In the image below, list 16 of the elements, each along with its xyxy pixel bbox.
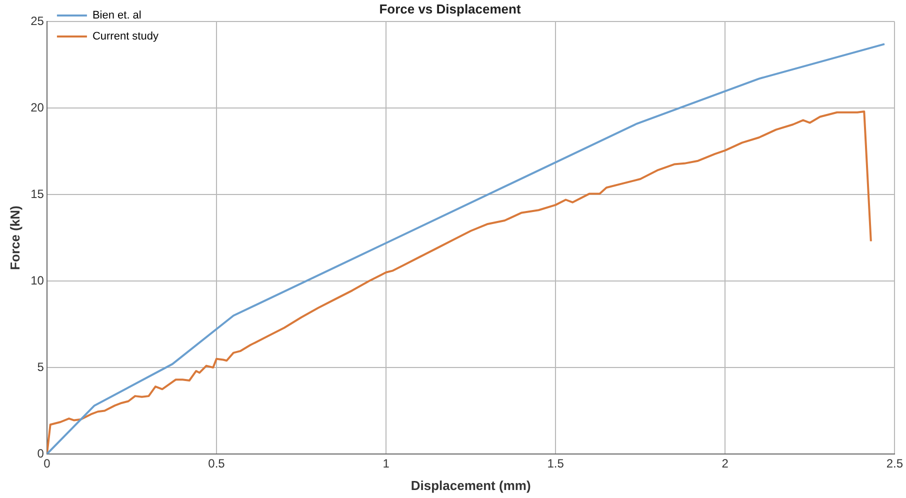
x-axis-title: Displacement (mm)	[410, 478, 531, 493]
legend-label: Current study	[92, 30, 159, 43]
y-tick-label: 10	[30, 273, 44, 288]
chart-title: Force vs Displacement	[379, 1, 522, 16]
y-tick-label: 5	[37, 360, 44, 374]
y-tick-label: 25	[30, 14, 44, 28]
y-tick-label: 15	[30, 186, 44, 201]
x-tick-label: 2.5	[886, 456, 904, 471]
y-tick-label: 0	[37, 446, 44, 460]
y-axis-title: Force (kN)	[7, 206, 22, 270]
x-tick-label: 2	[722, 456, 729, 471]
x-tick-label: 1	[382, 456, 390, 471]
x-tick-label: 1.5	[547, 456, 564, 471]
legend-label: Bien et. al	[92, 10, 142, 22]
x-tick-label: 0.5	[208, 456, 226, 471]
y-tick-label: 20	[30, 100, 44, 114]
